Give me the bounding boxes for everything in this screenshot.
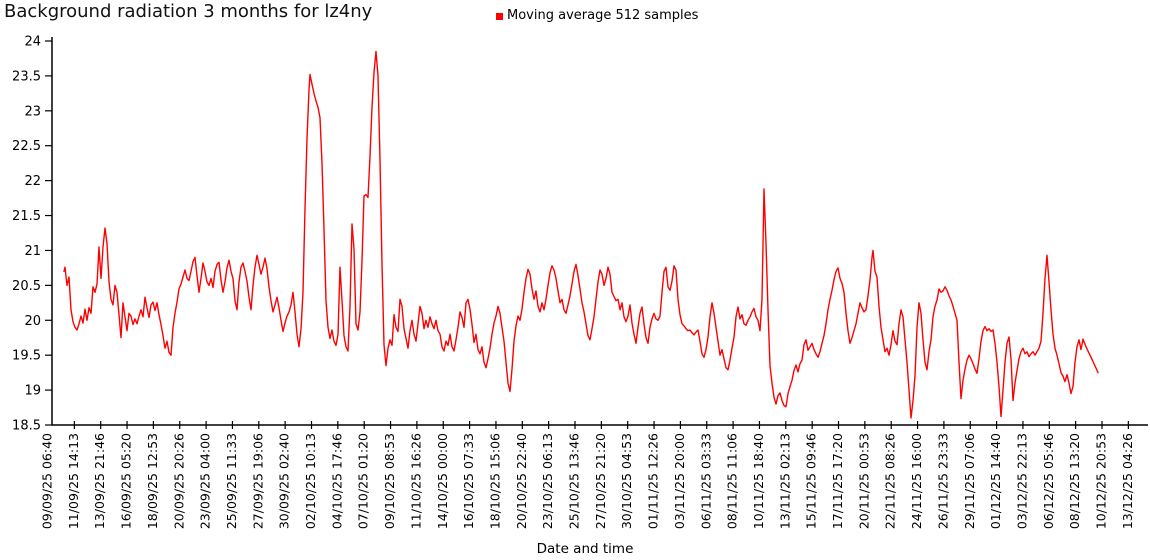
x-tick-label: 20/11/25 00:53 [856, 433, 871, 529]
x-tick-label: 08/11/25 11:06 [725, 433, 740, 529]
x-tick-label: 16/09/25 05:20 [119, 433, 134, 529]
x-tick-label: 18/09/25 12:53 [145, 433, 160, 529]
x-tick-label: 18/10/25 15:06 [487, 433, 502, 529]
x-tick-label: 13/12/25 04:26 [1120, 433, 1135, 529]
x-tick-label: 01/11/25 12:26 [646, 433, 661, 529]
chart-title: Background radiation 3 months for lz4ny [4, 1, 373, 22]
y-tick-label: 21.5 [12, 209, 41, 224]
x-tick-label: 06/12/25 05:46 [1041, 433, 1056, 529]
x-tick-label: 14/10/25 00:00 [435, 433, 450, 529]
x-tick-label: 07/10/25 01:20 [356, 433, 371, 529]
x-tick-label: 01/12/25 14:40 [988, 433, 1003, 529]
x-tick-label: 16/10/25 07:33 [461, 433, 476, 529]
x-tick-label: 22/11/25 08:26 [883, 433, 898, 529]
x-tick-label: 25/09/25 11:33 [224, 433, 239, 529]
x-tick-label: 02/10/25 10:13 [303, 433, 318, 529]
y-tick-label: 20 [24, 314, 41, 329]
x-tick-label: 10/11/25 18:40 [751, 433, 766, 529]
y-tick-label: 19.5 [12, 349, 41, 364]
legend: Moving average 512 samples [496, 8, 698, 23]
x-tick-label: 17/11/25 17:20 [830, 433, 845, 529]
y-tick-label: 22 [24, 174, 41, 189]
y-tick-label: 24 [24, 35, 41, 50]
x-tick-label: 20/10/25 22:40 [514, 433, 529, 529]
x-tick-label: 11/09/25 14:13 [66, 433, 81, 529]
x-tick-label: 23/09/25 04:00 [198, 433, 213, 529]
x-tick-label: 06/11/25 03:33 [698, 433, 713, 529]
x-tick-label: 13/09/25 21:46 [92, 433, 107, 529]
x-tick-label: 27/10/25 21:20 [593, 433, 608, 529]
x-tick-label: 11/10/25 16:26 [408, 433, 423, 529]
legend-label: Moving average 512 samples [507, 8, 699, 23]
y-tick-label: 18.5 [12, 419, 41, 434]
y-tick-label: 21 [24, 244, 41, 259]
x-tick-label: 20/09/25 20:26 [171, 433, 186, 529]
x-tick-label: 13/11/25 02:13 [777, 433, 792, 529]
legend-red-square-marker-icon [496, 12, 503, 20]
x-axis-title: Date and time [536, 541, 634, 557]
x-tick-label: 25/10/25 13:46 [567, 433, 582, 529]
x-tick-label: 24/11/25 16:00 [909, 433, 924, 529]
x-tick-label: 30/10/25 04:53 [619, 433, 634, 529]
data-series-line [63, 50, 1099, 419]
y-tick-label: 22.5 [12, 139, 41, 154]
x-tick-label: 03/12/25 22:13 [1014, 433, 1029, 529]
y-tick-label: 19 [24, 384, 41, 399]
x-tick-label: 29/11/25 07:06 [962, 433, 977, 529]
x-tick-label: 27/09/25 19:06 [250, 433, 265, 529]
x-tick-label: 30/09/25 02:40 [277, 433, 292, 529]
x-tick-label: 08/12/25 13:20 [1067, 433, 1082, 529]
x-tick-label: 10/12/25 20:53 [1094, 433, 1109, 529]
x-tick-label: 04/10/25 17:46 [329, 433, 344, 529]
y-tick-label: 23 [24, 104, 41, 119]
x-tick-label: 03/11/25 20:00 [672, 433, 687, 529]
x-tick-label: 09/10/25 08:53 [382, 433, 397, 529]
x-tick-label: 09/09/25 06:40 [40, 433, 55, 529]
x-tick-label: 23/10/25 06:13 [540, 433, 555, 529]
axis-lines [51, 37, 1148, 426]
y-tick-label: 23.5 [12, 69, 41, 84]
x-tick-label: 15/11/25 09:46 [804, 433, 819, 529]
x-tick-label: 26/11/25 23:33 [935, 433, 950, 529]
y-tick-label: 20.5 [12, 279, 41, 294]
